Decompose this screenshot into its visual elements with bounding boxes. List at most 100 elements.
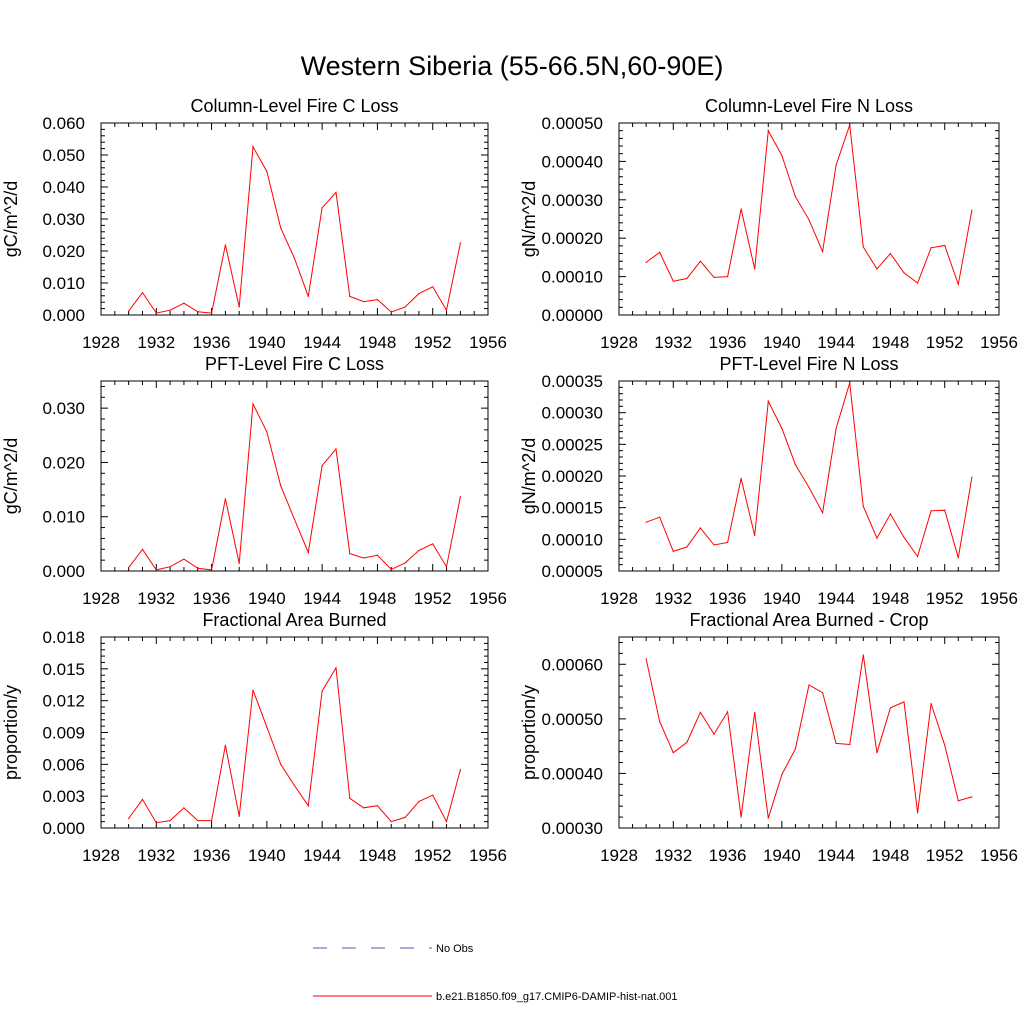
y-tick-label: 0.00010 bbox=[542, 530, 603, 549]
data-point bbox=[293, 257, 296, 259]
y-tick-label: 0.00010 bbox=[542, 268, 603, 287]
data-point bbox=[238, 815, 240, 817]
x-tick-label: 1932 bbox=[137, 333, 175, 352]
y-tick-label: 0.010 bbox=[42, 274, 85, 293]
data-point bbox=[376, 554, 379, 556]
data-point bbox=[293, 784, 296, 787]
panel-title: PFT-Level Fire C Loss bbox=[205, 354, 384, 374]
y-tick-label: 0.000 bbox=[42, 562, 85, 581]
x-tick-label: 1936 bbox=[709, 846, 747, 865]
x-tick-label: 1928 bbox=[600, 846, 638, 865]
data-point bbox=[128, 817, 130, 820]
panel-4: 1928 1932 1936 1940 1944 1948 1952 1956 0.00005 0… bbox=[519, 354, 1018, 608]
y-tick-label: 0.00000 bbox=[542, 306, 603, 325]
data-point bbox=[726, 276, 729, 278]
y-axis-label: gC/m^2/d bbox=[1, 438, 21, 514]
y-axis-label: gN/m^2/d bbox=[519, 181, 539, 257]
data-point bbox=[445, 821, 448, 823]
data-point bbox=[754, 268, 756, 270]
data-point bbox=[699, 527, 702, 529]
data-point bbox=[266, 431, 268, 433]
data-point bbox=[459, 242, 461, 244]
x-tick-label: 1952 bbox=[414, 846, 452, 865]
data-point bbox=[754, 711, 756, 713]
data-point bbox=[266, 171, 268, 173]
data-point bbox=[889, 252, 892, 255]
x-tick-label: 1952 bbox=[926, 846, 964, 865]
data-point bbox=[252, 689, 254, 691]
y-tick-label: 0.000 bbox=[42, 819, 85, 838]
data-point bbox=[238, 562, 240, 565]
data-point bbox=[916, 282, 919, 284]
data-point bbox=[781, 773, 783, 776]
data-point bbox=[197, 567, 199, 569]
plot-frame bbox=[618, 636, 1000, 829]
x-tick-label: 1928 bbox=[600, 333, 638, 352]
y-tick-label: 0.003 bbox=[42, 787, 85, 806]
data-point bbox=[197, 819, 199, 822]
data-point bbox=[183, 807, 185, 809]
x-tick-label: 1952 bbox=[414, 589, 452, 608]
data-point bbox=[224, 498, 226, 500]
data-point bbox=[862, 654, 864, 656]
series-line bbox=[128, 145, 461, 314]
data-point bbox=[349, 553, 351, 555]
x-tick-label: 1940 bbox=[763, 846, 801, 865]
data-point bbox=[889, 707, 892, 709]
y-tick-label: 0.020 bbox=[42, 453, 85, 472]
panel-title: Column-Level Fire C Loss bbox=[190, 96, 398, 116]
data-point bbox=[944, 244, 946, 247]
data-point bbox=[128, 567, 130, 569]
plot-frame bbox=[618, 380, 1000, 572]
data-point bbox=[849, 124, 851, 126]
data-point bbox=[686, 277, 688, 280]
data-point bbox=[210, 569, 213, 571]
data-point bbox=[957, 800, 959, 802]
data-point bbox=[404, 306, 406, 308]
x-tick-label: 1936 bbox=[193, 333, 231, 352]
data-point bbox=[754, 534, 756, 537]
y-tick-label: 0.00060 bbox=[542, 655, 603, 674]
data-point bbox=[957, 557, 959, 559]
y-tick-label: 0.015 bbox=[42, 660, 85, 679]
x-tick-label: 1932 bbox=[654, 846, 692, 865]
data-point bbox=[740, 477, 742, 480]
data-point bbox=[876, 752, 878, 754]
x-tick-label: 1948 bbox=[872, 589, 910, 608]
x-tick-label: 1932 bbox=[654, 333, 692, 352]
x-tick-label: 1952 bbox=[414, 333, 452, 352]
series-line bbox=[645, 124, 973, 287]
x-tick-label: 1944 bbox=[817, 846, 855, 865]
y-tick-label: 0.00030 bbox=[542, 404, 603, 423]
data-point bbox=[432, 286, 434, 288]
data-point bbox=[808, 684, 810, 686]
y-tick-label: 0.00030 bbox=[542, 819, 603, 838]
data-point bbox=[645, 658, 647, 660]
data-point bbox=[916, 555, 919, 558]
y-tick-label: 0.006 bbox=[42, 755, 85, 774]
data-point bbox=[155, 569, 157, 571]
data-point bbox=[445, 309, 448, 311]
data-point bbox=[835, 164, 837, 166]
x-tick-label: 1952 bbox=[926, 589, 964, 608]
data-point bbox=[321, 690, 323, 692]
x-tick-label: 1956 bbox=[469, 333, 507, 352]
series-line bbox=[128, 401, 461, 571]
plot-frame bbox=[100, 636, 489, 829]
data-point bbox=[971, 796, 973, 798]
data-point bbox=[930, 702, 932, 705]
data-point bbox=[672, 752, 674, 754]
data-point bbox=[390, 311, 392, 313]
data-point bbox=[335, 667, 337, 669]
data-point bbox=[767, 130, 769, 132]
x-tick-label: 1936 bbox=[709, 333, 747, 352]
data-point bbox=[183, 302, 185, 304]
y-tick-label: 0.010 bbox=[42, 508, 85, 527]
data-point bbox=[821, 692, 824, 694]
data-point bbox=[686, 741, 688, 743]
data-point bbox=[141, 798, 144, 800]
data-point bbox=[363, 807, 365, 809]
data-point bbox=[210, 312, 213, 314]
y-tick-label: 0.00050 bbox=[542, 710, 603, 729]
